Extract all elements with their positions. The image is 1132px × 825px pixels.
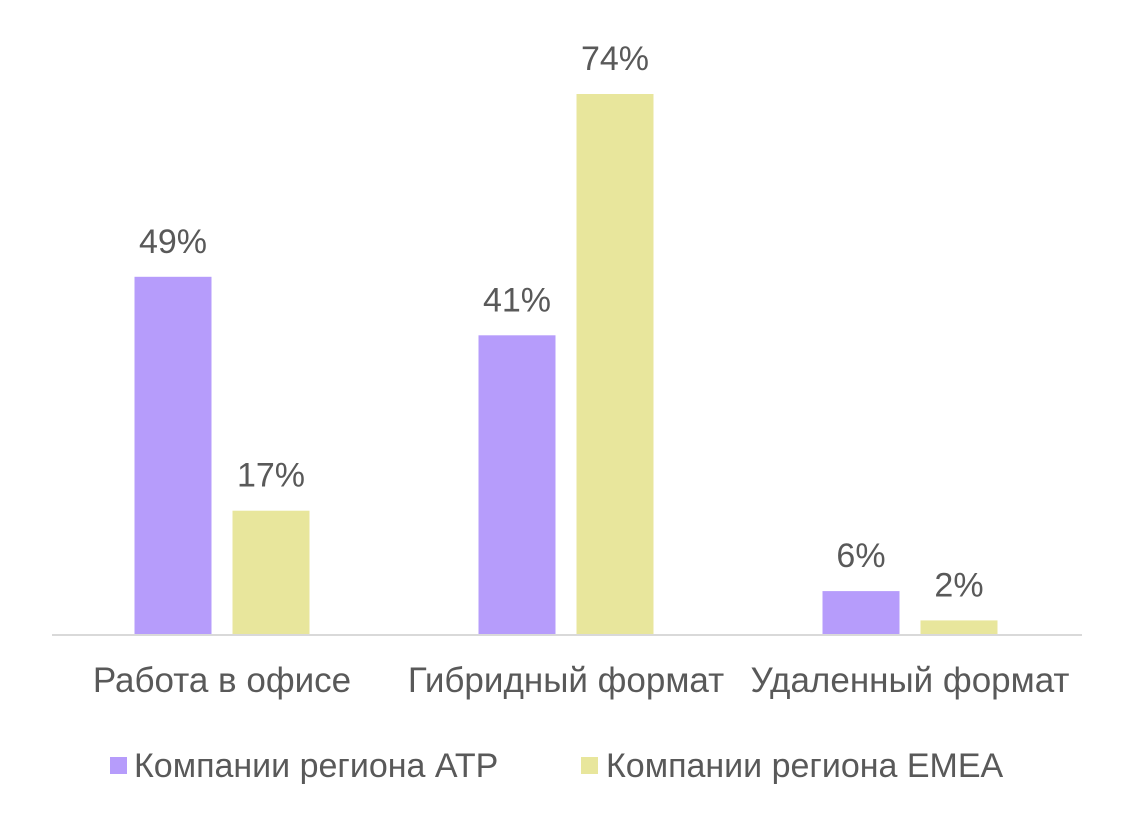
data-label-emea-office: 17% — [237, 457, 305, 495]
bar-apac-remote — [822, 591, 900, 635]
data-labels-layer: 49% 41% 6% 17% 74% 2% — [139, 40, 984, 604]
bar-emea-remote — [920, 620, 998, 635]
data-label-apac-remote: 6% — [836, 537, 885, 575]
bar-apac-office — [134, 276, 212, 635]
legend-swatch-apac — [110, 757, 127, 774]
category-labels-layer: Работа в офисе Гибридный формат Удаленны… — [93, 661, 1070, 700]
legend-swatch-emea — [581, 757, 598, 774]
bar-emea-hybrid — [576, 94, 654, 635]
legend: Компании региона АТР Компании региона EM… — [110, 747, 1004, 785]
data-label-emea-hybrid: 74% — [581, 40, 649, 78]
data-label-emea-remote: 2% — [934, 566, 983, 604]
bar-emea-office — [232, 510, 310, 635]
category-label-remote: Удаленный формат — [751, 661, 1070, 700]
bar-apac-hybrid — [478, 335, 556, 635]
data-label-apac-hybrid: 41% — [483, 281, 551, 319]
data-label-apac-office: 49% — [139, 223, 207, 261]
category-label-office: Работа в офисе — [93, 661, 351, 700]
legend-label-emea: Компании региона EMEA — [606, 747, 1004, 785]
bars-layer — [134, 94, 998, 635]
legend-label-apac: Компании региона АТР — [134, 747, 498, 785]
category-label-hybrid: Гибридный формат — [408, 661, 724, 700]
